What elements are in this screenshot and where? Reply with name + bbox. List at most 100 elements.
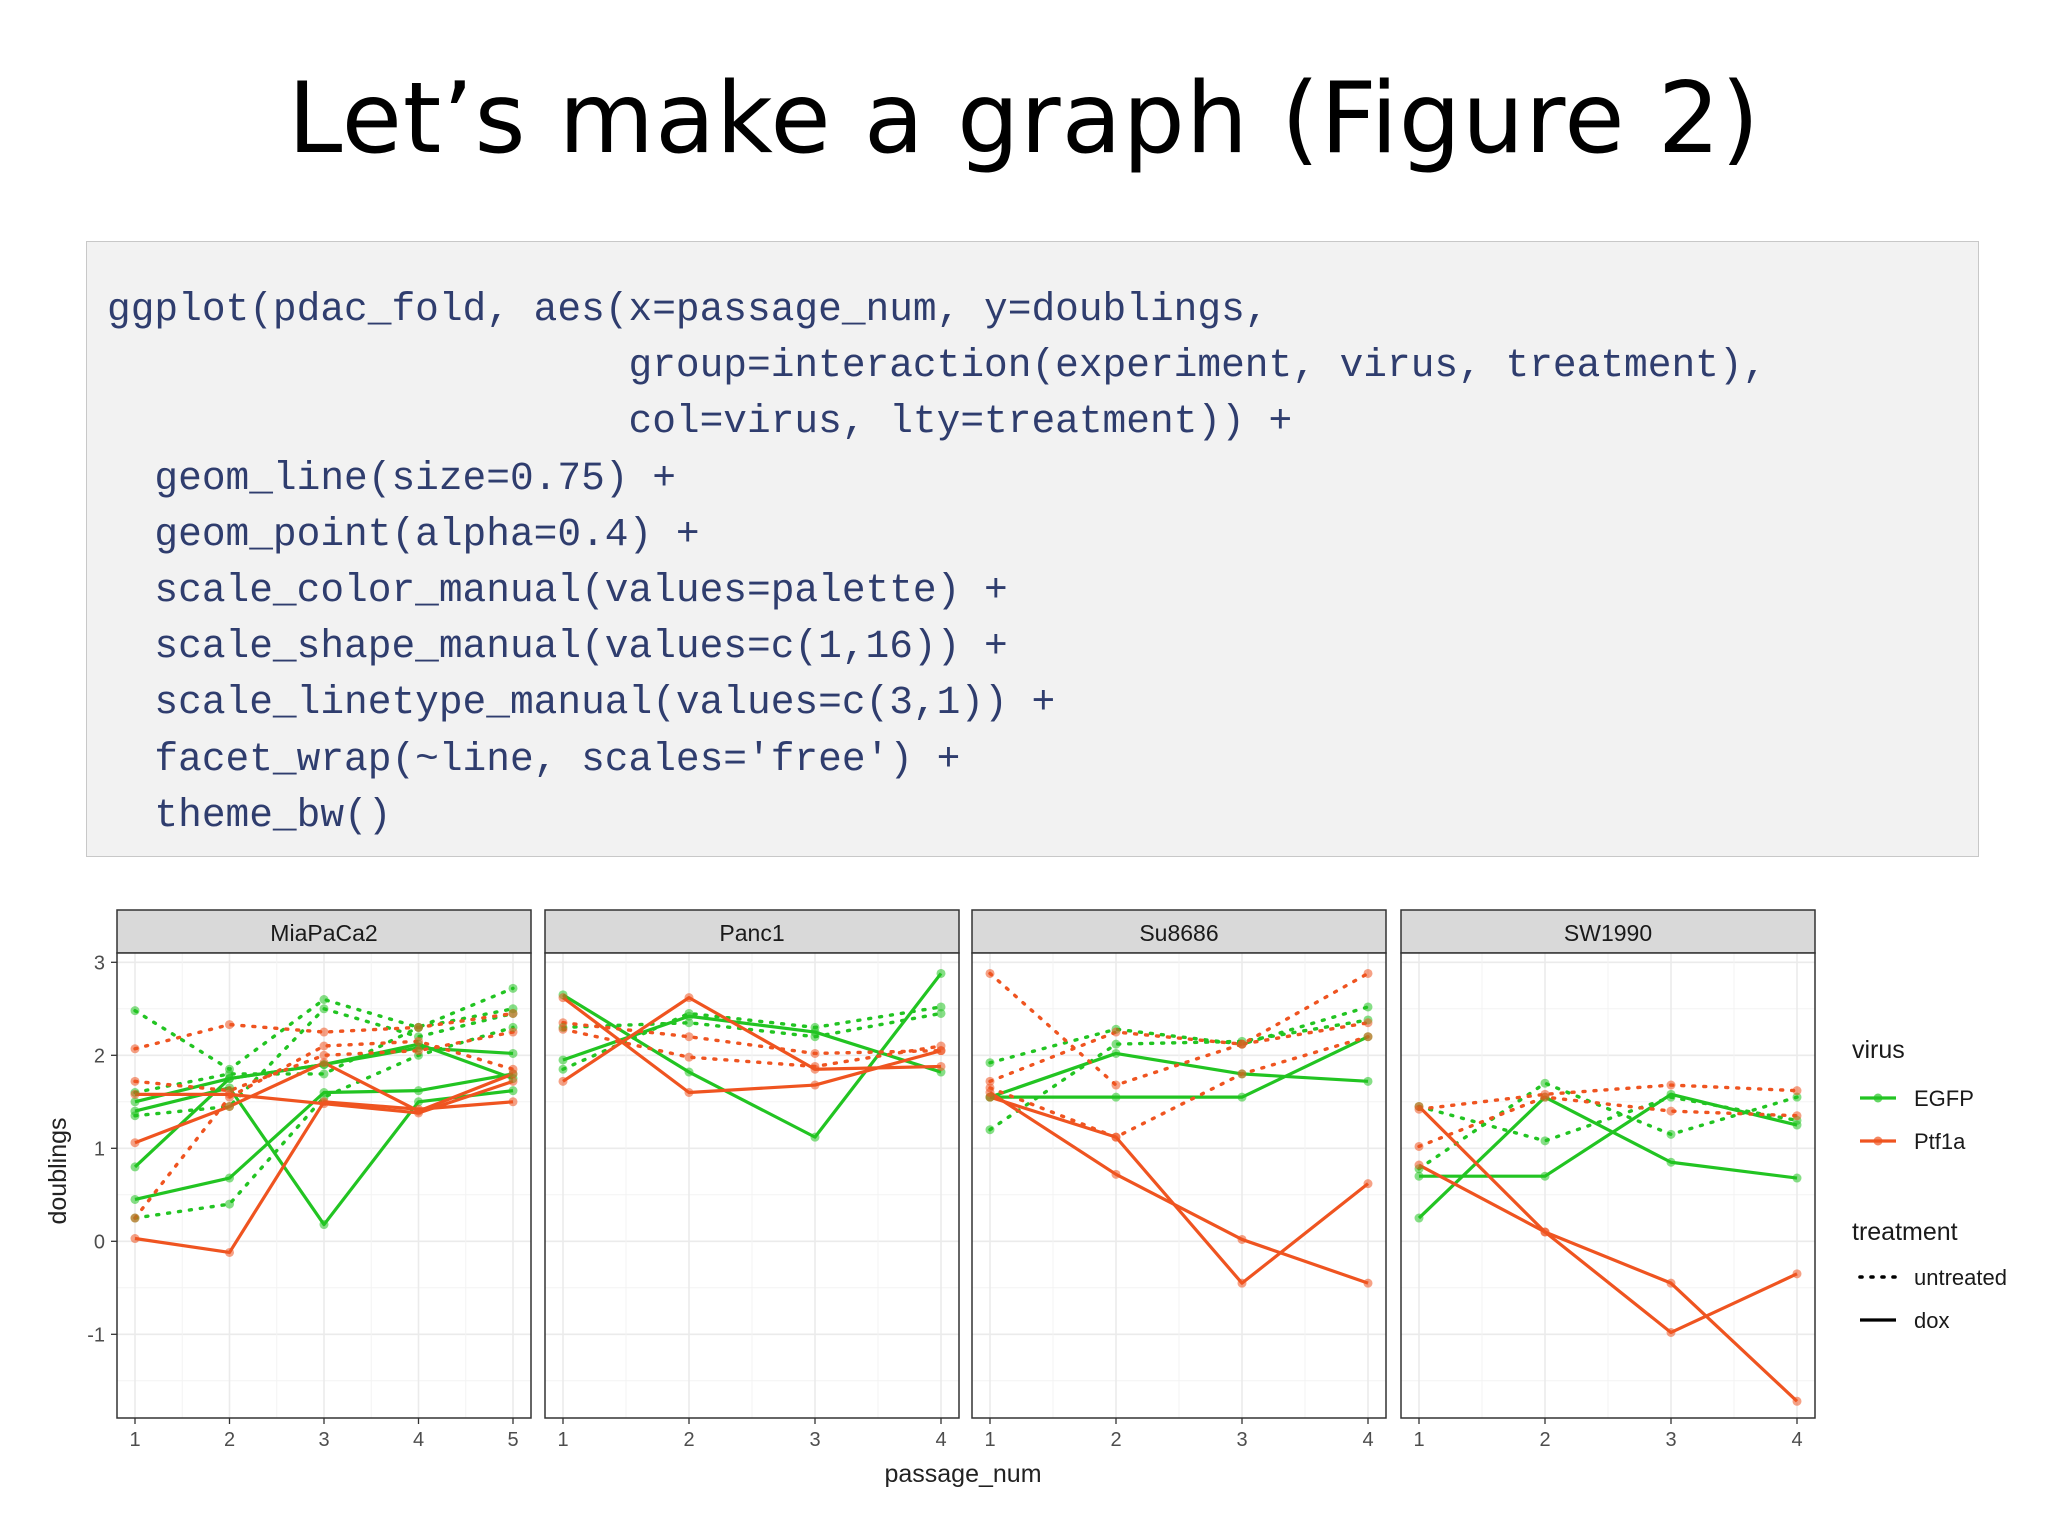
y-tick-label: 3 [94, 952, 105, 974]
series-line [1417, 1105, 1798, 1335]
facet-strip-label: Panc1 [719, 920, 784, 946]
data-point [414, 1022, 423, 1032]
data-point [1540, 1227, 1550, 1237]
x-tick-label: 4 [413, 1429, 424, 1451]
data-point [1363, 968, 1373, 978]
data-point [1363, 1278, 1373, 1288]
data-point [1111, 1132, 1121, 1142]
data-point [985, 1125, 995, 1135]
data-point [508, 1076, 518, 1086]
data-point [225, 1092, 234, 1102]
data-point [810, 1048, 820, 1058]
x-tick-label: 3 [1665, 1429, 1676, 1451]
data-point [1414, 1104, 1424, 1114]
facet-panel: MiaPaCa2 1 2 3 4 5 -1 0 1 2 3 [87, 909, 532, 1451]
data-point [130, 1044, 140, 1054]
data-point [558, 1024, 568, 1034]
code-line: scale_shape_manual(values=c(1,16)) + [107, 624, 1008, 670]
data-point [936, 1041, 946, 1051]
data-point [1363, 1018, 1373, 1028]
data-point [985, 1092, 995, 1102]
data-point [130, 1076, 140, 1086]
data-point [130, 1138, 140, 1148]
series-line [988, 1005, 1370, 1065]
data-point [319, 1041, 329, 1051]
data-point [985, 1076, 995, 1086]
series-line [989, 1051, 1369, 1099]
x-tick-label: 1 [1413, 1429, 1424, 1451]
panel-border [971, 952, 1387, 1419]
data-point [319, 1004, 329, 1014]
data-point [130, 1194, 140, 1204]
panel-border [544, 952, 960, 1419]
facet-strip-label: SW1990 [1564, 920, 1652, 946]
x-tick-label: 2 [224, 1429, 235, 1451]
code-line: theme_bw() [107, 792, 392, 838]
data-point [985, 968, 995, 978]
facet-strip [116, 909, 532, 954]
data-point [508, 1086, 518, 1096]
data-point [1237, 1278, 1247, 1288]
data-point [1666, 1278, 1676, 1288]
data-point [1363, 1032, 1373, 1042]
data-point [810, 1061, 820, 1071]
data-point [414, 1046, 423, 1056]
y-tick-label: -1 [87, 1324, 105, 1346]
data-point [1792, 1396, 1802, 1406]
data-point [130, 1162, 140, 1172]
series-line [133, 1011, 515, 1051]
code-line: scale_linetype_manual(values=c(3,1)) + [107, 680, 1056, 726]
data-point [1792, 1111, 1802, 1121]
series-line [133, 1039, 515, 1220]
data-point [319, 1027, 329, 1037]
legend-label: Ptf1a [1914, 1129, 1966, 1154]
data-point [1540, 1136, 1550, 1146]
x-tick-label: 3 [1236, 1429, 1247, 1451]
data-point [1792, 1269, 1802, 1279]
x-tick-label: 3 [809, 1429, 820, 1451]
data-point [414, 1086, 423, 1096]
data-point [1111, 1027, 1121, 1037]
data-point [936, 1008, 946, 1018]
data-point [1111, 1048, 1121, 1058]
data-point [1363, 1076, 1373, 1086]
data-point [810, 1022, 820, 1032]
x-tick-label: 2 [1539, 1429, 1550, 1451]
code-line: col=virus, lty=treatment)) + [107, 399, 1293, 445]
data-point [130, 1111, 140, 1121]
data-point [1792, 1173, 1802, 1183]
panel-border [1400, 952, 1816, 1419]
facet-strip-label: Su8686 [1139, 920, 1218, 946]
data-point [130, 1006, 140, 1016]
data-point [225, 1199, 234, 1209]
series-line [1419, 1092, 1798, 1178]
data-point [508, 1048, 518, 1058]
series-line [1417, 1095, 1798, 1220]
y-tick-label: 2 [94, 1045, 105, 1067]
data-point [130, 1097, 140, 1107]
data-point [1111, 1080, 1121, 1090]
data-point [810, 1032, 820, 1042]
data-point [1237, 1039, 1247, 1049]
code-line: scale_color_manual(values=palette) + [107, 568, 1008, 614]
series-line [1417, 1083, 1799, 1111]
x-tick-label: 2 [683, 1429, 694, 1451]
series-line [1417, 1081, 1799, 1171]
data-point [1111, 1169, 1121, 1179]
x-tick-label: 1 [129, 1429, 140, 1451]
series-line [989, 1091, 1369, 1285]
series-line [988, 1034, 1370, 1139]
code-line: group=interaction(experiment, virus, tre… [107, 343, 1767, 389]
data-point [508, 983, 518, 993]
data-point [508, 1097, 518, 1107]
x-tick-label: 4 [935, 1429, 946, 1451]
code-line: facet_wrap(~line, scales='free') + [107, 736, 961, 782]
data-point [508, 1027, 518, 1037]
x-tick-label: 4 [1362, 1429, 1373, 1451]
series-line [990, 1035, 1369, 1099]
series-line [989, 1095, 1369, 1285]
data-point [936, 968, 946, 978]
series-line [1418, 1163, 1799, 1403]
data-point [130, 1089, 140, 1099]
data-point [1111, 1092, 1121, 1102]
